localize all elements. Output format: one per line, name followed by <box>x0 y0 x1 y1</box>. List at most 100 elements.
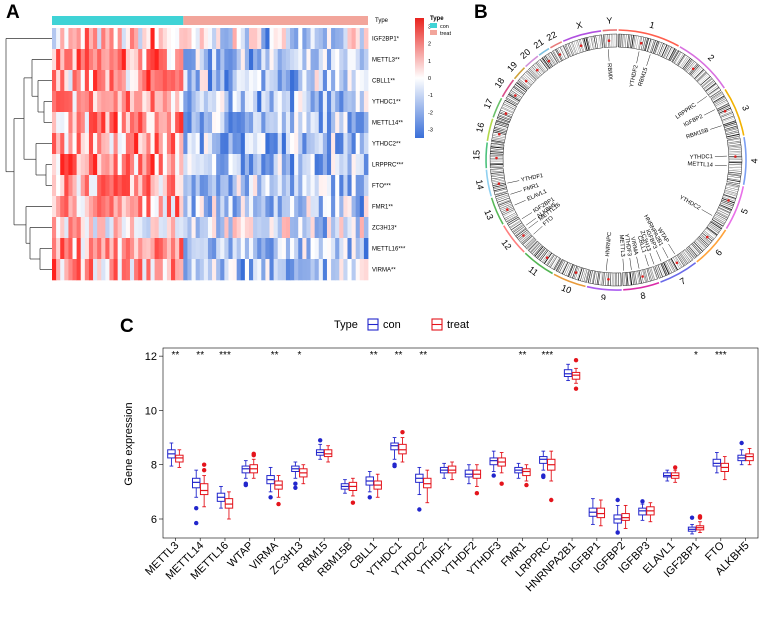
outlier-point <box>251 451 256 457</box>
heatmap-cell <box>269 217 275 239</box>
box-iqr <box>489 457 498 466</box>
heatmap-cell <box>224 28 229 50</box>
heatmap-cell <box>306 91 311 113</box>
heatmap-cell <box>171 70 176 92</box>
heatmap-cell <box>138 217 143 239</box>
heatmap-cell <box>109 70 114 92</box>
heatmap-cell <box>109 217 114 239</box>
cytoband <box>553 50 560 63</box>
cytoband <box>677 54 686 66</box>
chromosome-arc-21 <box>538 47 550 56</box>
cytoband <box>511 222 523 231</box>
y-axis-title: Gene expression <box>123 402 135 485</box>
cytoband <box>553 258 561 270</box>
heatmap-cell <box>212 112 217 134</box>
heatmap-cell <box>56 70 61 92</box>
heatmap-cell <box>207 259 213 281</box>
cytoband <box>582 268 586 282</box>
box-iqr <box>175 454 184 463</box>
cytoband <box>672 50 680 63</box>
heatmap-cell <box>257 217 262 239</box>
heatmap-cell <box>191 133 197 155</box>
heatmap-cell <box>351 49 357 71</box>
heatmap-cell <box>294 154 299 176</box>
heatmap-cell <box>347 217 352 239</box>
cytoband <box>632 35 636 49</box>
cytoband <box>713 95 725 103</box>
heatmap-cell <box>203 28 209 50</box>
heatmap-cell <box>216 154 221 176</box>
cytoband <box>547 53 556 66</box>
heatmap-row-label: CBLL1** <box>372 79 396 85</box>
heatmap-cell <box>191 28 197 50</box>
heatmap-cell <box>93 196 98 218</box>
heatmap-cell <box>52 28 57 50</box>
heatmap-cell <box>355 154 361 176</box>
cytoband <box>586 37 591 51</box>
heatmap-cell <box>347 91 352 113</box>
cytoband <box>696 239 706 249</box>
heatmap-cell <box>335 154 340 176</box>
chromosome-label-1: 1 <box>648 20 655 31</box>
cytoband <box>596 271 600 285</box>
cytoband <box>667 47 674 60</box>
heatmap-cell <box>199 238 205 260</box>
gene-label: YTHDF2 <box>629 65 640 88</box>
cytoband <box>547 254 555 266</box>
heatmap-cell <box>93 175 98 197</box>
cytoband <box>625 34 627 48</box>
heatmap-cell <box>199 28 205 50</box>
heatmap-cell <box>80 196 86 218</box>
cytoband <box>568 264 574 277</box>
heatmap-cell <box>224 49 229 71</box>
chromosome-label-Y: Y <box>606 15 612 25</box>
cytoband <box>496 194 509 200</box>
cytoband <box>490 154 504 156</box>
cytoband <box>680 56 688 68</box>
heatmap-cell <box>187 217 192 239</box>
heatmap-cell <box>240 154 246 176</box>
cytoband <box>721 113 734 119</box>
heatmap-cell <box>335 49 340 71</box>
heatmap-cell <box>125 70 131 92</box>
heatmap-cell <box>248 133 254 155</box>
heatmap-cell <box>240 259 246 281</box>
box-iqr <box>638 507 647 516</box>
heatmap-cell <box>166 70 172 92</box>
cytoband <box>718 207 731 214</box>
chromosome-label-6: 6 <box>713 247 724 257</box>
cytoband <box>548 53 557 65</box>
heatmap-cell <box>212 259 217 281</box>
cytoband <box>706 226 718 236</box>
heatmap-cell <box>191 175 197 197</box>
gene-label: YTHDC2 <box>678 195 701 212</box>
heatmap-cell <box>310 175 316 197</box>
cytoband <box>723 194 737 199</box>
heatmap-cell <box>150 154 155 176</box>
cytoband <box>512 224 524 233</box>
heatmap-cell <box>355 70 361 92</box>
gene-connector <box>704 109 716 116</box>
heatmap-cell <box>171 196 176 218</box>
heatmap-cell <box>72 133 78 155</box>
chromosome-ideogram-6 <box>685 220 723 260</box>
heatmap-cell <box>224 154 229 176</box>
heatmap-cell <box>146 133 151 155</box>
cytoband <box>673 51 681 64</box>
cytoband <box>708 86 720 96</box>
cytoband <box>567 43 574 56</box>
heatmap-cell <box>265 133 270 155</box>
cytoband <box>728 171 742 174</box>
heatmap-cell <box>363 91 369 113</box>
heatmap-cell <box>207 238 213 260</box>
cytoband <box>727 142 741 145</box>
legend-label-treat: treat <box>440 31 451 37</box>
heatmap-cell <box>195 28 201 50</box>
heatmap-cell <box>273 133 279 155</box>
heatmap-cell <box>310 91 316 113</box>
heatmap-cell <box>273 91 279 113</box>
heatmap-cell <box>52 238 57 260</box>
heatmap-cell <box>285 196 291 218</box>
